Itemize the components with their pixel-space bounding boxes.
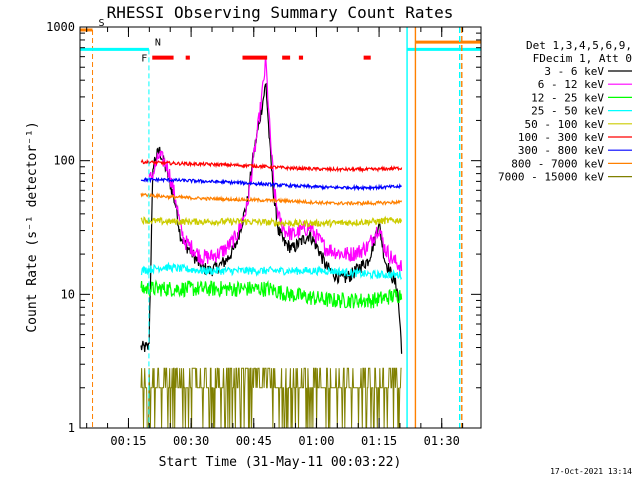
x-tick-label: 00:15 [110, 434, 146, 448]
x-tick-label: 00:30 [173, 434, 209, 448]
x-tick-label: 00:45 [236, 434, 272, 448]
legend-entry-label: 6 - 12 keV [538, 78, 605, 91]
axis-layer: 00:15 00:30 00:45 01:00 01:15 01:30 1 10 100 1000 [46, 20, 481, 448]
legend-entry-label: 12 - 25 keV [531, 91, 604, 104]
chart-title: RHESSI Observing Summary Count Rates [107, 3, 454, 22]
series-line-25-50-kev [140, 261, 403, 281]
y-axis-label: Count Rate (s⁻¹ detector⁻¹) [25, 121, 40, 332]
x-tick-label: 01:00 [298, 434, 334, 448]
x-tick-label: 01:30 [424, 434, 460, 448]
flag-layer: S NF [80, 18, 481, 428]
legend-entry-label: 7000 - 15000 keV [498, 171, 604, 184]
y-tick-label: 1 [68, 421, 75, 435]
series-line-300-800-kev [140, 176, 402, 192]
plot-frame [79, 26, 482, 429]
legend-header-line: Det 1,3,4,5,6,9, [526, 39, 632, 52]
legend-entry-label: 50 - 100 keV [525, 118, 605, 131]
series-line-6-12-kev [148, 58, 403, 273]
series-line-7000-15000-kev [140, 367, 402, 429]
series-layer [140, 58, 403, 429]
series-line-800-7000-kev [140, 192, 403, 207]
legend-entry-label: 300 - 800 keV [518, 144, 604, 157]
legend-entry-label: 100 - 300 keV [518, 131, 604, 144]
flag-label-N: N [155, 37, 161, 48]
x-tick-label: 01:15 [361, 434, 397, 448]
legend: Det 1,3,4,5,6,9,FDecim 1, Att 03 - 6 keV… [498, 39, 632, 184]
legend-header-line: FDecim 1, Att 0 [533, 52, 632, 65]
footer-timestamp: 17-Oct-2021 13:14 [550, 467, 632, 476]
flag-label-F: F [141, 54, 147, 65]
legend-entry-label: 3 - 6 keV [544, 65, 604, 78]
y-tick-label: 1000 [46, 20, 75, 34]
flag-label-S: S [99, 18, 105, 29]
legend-entry-label: 800 - 7000 keV [511, 157, 604, 170]
y-tick-label: 10 [61, 287, 75, 301]
y-tick-label: 100 [53, 154, 75, 168]
legend-entry-label: 25 - 50 keV [531, 105, 604, 118]
series-line-100-300-kev [140, 158, 403, 174]
series-line-50-100-kev [140, 215, 403, 229]
x-axis-label: Start Time (31-May-11 00:03:22) [159, 455, 402, 470]
series-line-12-25-kev [140, 279, 403, 309]
